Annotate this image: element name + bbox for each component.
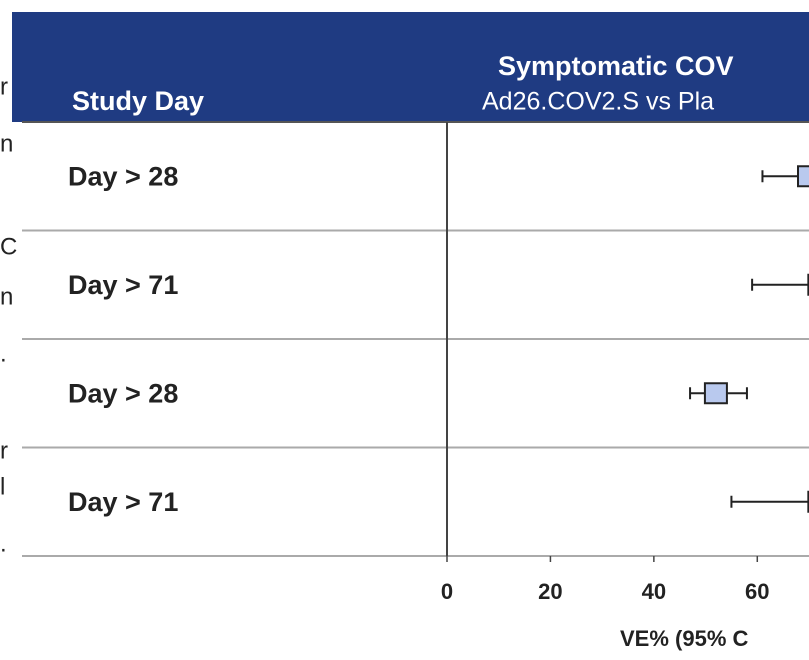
edge-fragment: r <box>0 437 8 464</box>
chart-subtitle: Ad26.COV2.S vs Pla <box>482 88 714 116</box>
x-tick-label: 60 <box>745 579 769 604</box>
x-tick-label: 40 <box>642 579 666 604</box>
x-tick-label: 20 <box>538 579 562 604</box>
x-axis-label: VE% (95% C <box>620 626 748 651</box>
edge-fragment: l <box>0 473 5 500</box>
marks <box>689 165 809 513</box>
x-tick-label: 0 <box>441 579 453 604</box>
row-label: Day > 71 <box>68 487 178 517</box>
row-label: Day > 71 <box>68 270 178 300</box>
row-label: Day > 28 <box>68 378 178 408</box>
row-label: Day > 28 <box>68 161 178 191</box>
header-left: Study Day <box>72 86 204 116</box>
edge-fragment: C <box>0 233 17 260</box>
edge-fragment: . <box>0 530 7 557</box>
chart-title: Symptomatic COV <box>498 51 734 81</box>
point-estimate <box>703 382 728 405</box>
edge-fragment: . <box>0 340 7 367</box>
edge-fragment: n <box>0 283 13 310</box>
header-band <box>12 12 809 122</box>
edge-fragment: r <box>0 73 8 100</box>
point-estimate <box>797 165 809 188</box>
edge-fragment: n <box>0 130 13 157</box>
